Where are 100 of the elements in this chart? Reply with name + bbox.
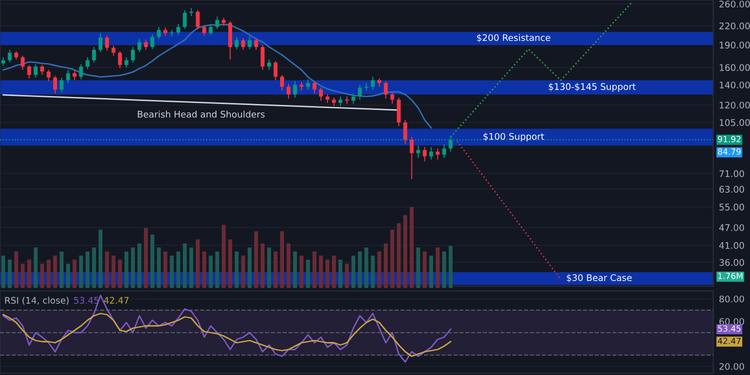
bar (182, 243, 187, 288)
bar (241, 256, 246, 288)
bar (448, 246, 453, 288)
candlestick (72, 70, 77, 81)
candlestick (429, 146, 434, 160)
bar (66, 264, 70, 288)
bar (422, 252, 427, 288)
band-label: $130-$145 Support (548, 83, 636, 92)
line-series (2, 312, 452, 357)
y-tick-label: 55.00 (720, 204, 744, 210)
bar (208, 256, 213, 288)
bar (384, 243, 388, 288)
candlestick (396, 97, 401, 127)
bar (86, 252, 90, 288)
candlestick (112, 45, 116, 56)
y-tick-label: 80.00 (719, 296, 744, 302)
y-tick-label: 160.00 (720, 64, 750, 71)
bar (280, 231, 284, 288)
bar (319, 256, 323, 288)
y-tick-label: 120.00 (720, 102, 750, 109)
candlestick (156, 26, 161, 40)
candlestick (118, 50, 122, 69)
candlestick (8, 49, 12, 64)
bar (202, 252, 206, 288)
candlestick (267, 58, 272, 70)
y-tick-label: 190.00 (720, 42, 750, 48)
candlestick (234, 36, 239, 50)
bar (72, 260, 77, 288)
bar (60, 252, 64, 288)
bar (344, 264, 349, 288)
bar (377, 252, 382, 288)
bar (338, 260, 342, 288)
bar (150, 234, 154, 288)
candlestick (124, 56, 128, 68)
candlestick (137, 38, 142, 52)
candlestick (241, 38, 246, 50)
bar (8, 260, 12, 288)
bar (370, 256, 375, 288)
candlestick (20, 55, 25, 70)
candlestick (98, 32, 102, 52)
series-label: Bearish Head and Shoulders (138, 110, 265, 118)
candlestick (34, 64, 38, 78)
bar (137, 243, 142, 288)
bar (98, 230, 102, 288)
bar (416, 248, 420, 288)
candlestick (60, 77, 64, 94)
bar (442, 252, 446, 288)
band-label: $30 Bear Case (566, 274, 632, 282)
bar (34, 248, 38, 288)
candlestick (176, 24, 180, 36)
bar (189, 248, 194, 288)
candlestick (254, 38, 258, 50)
candlestick (53, 75, 58, 94)
candlestick (358, 84, 362, 100)
bar (105, 252, 109, 288)
text: 42.47 (718, 338, 741, 344)
bar (293, 252, 297, 288)
candlestick (248, 36, 252, 50)
candlestick (105, 35, 109, 52)
bar (396, 223, 401, 288)
bar (358, 252, 362, 288)
bar (130, 248, 135, 288)
annotation: 42.47 (104, 296, 129, 304)
bar (326, 260, 330, 288)
bar (429, 256, 434, 288)
bar (222, 224, 226, 288)
bar (46, 260, 51, 288)
candlestick (312, 80, 316, 94)
y-tick-label: 60.00 (719, 318, 744, 325)
bar (390, 230, 394, 288)
y-tick-label: 47.00 (719, 224, 744, 232)
ref-line-label: 91.92 (718, 136, 740, 142)
text: 1.76M (718, 272, 742, 280)
bar (53, 256, 58, 288)
bar (196, 239, 200, 288)
candlestick (40, 64, 44, 76)
candlestick (144, 39, 148, 50)
y-tick-label: 36.00 (719, 259, 744, 266)
bar (144, 228, 148, 288)
candlestick (286, 83, 290, 100)
candlestick (27, 64, 32, 79)
bar (176, 252, 180, 288)
bar (112, 256, 116, 288)
candlestick (150, 34, 154, 50)
bar (228, 239, 232, 288)
candlestick (46, 69, 51, 82)
bar (267, 248, 272, 288)
bar (215, 252, 220, 288)
candlestick (79, 64, 83, 80)
candlestick (92, 46, 96, 64)
candlestick (410, 136, 414, 180)
bar (1, 256, 6, 288)
bar (332, 256, 336, 288)
candlestick (66, 69, 70, 84)
candlestick (370, 76, 375, 90)
bar (124, 252, 128, 288)
bar (410, 207, 414, 288)
candlestick (436, 148, 440, 160)
text: RSI (14, close) (5, 296, 69, 305)
text: 84.79 (718, 148, 741, 155)
